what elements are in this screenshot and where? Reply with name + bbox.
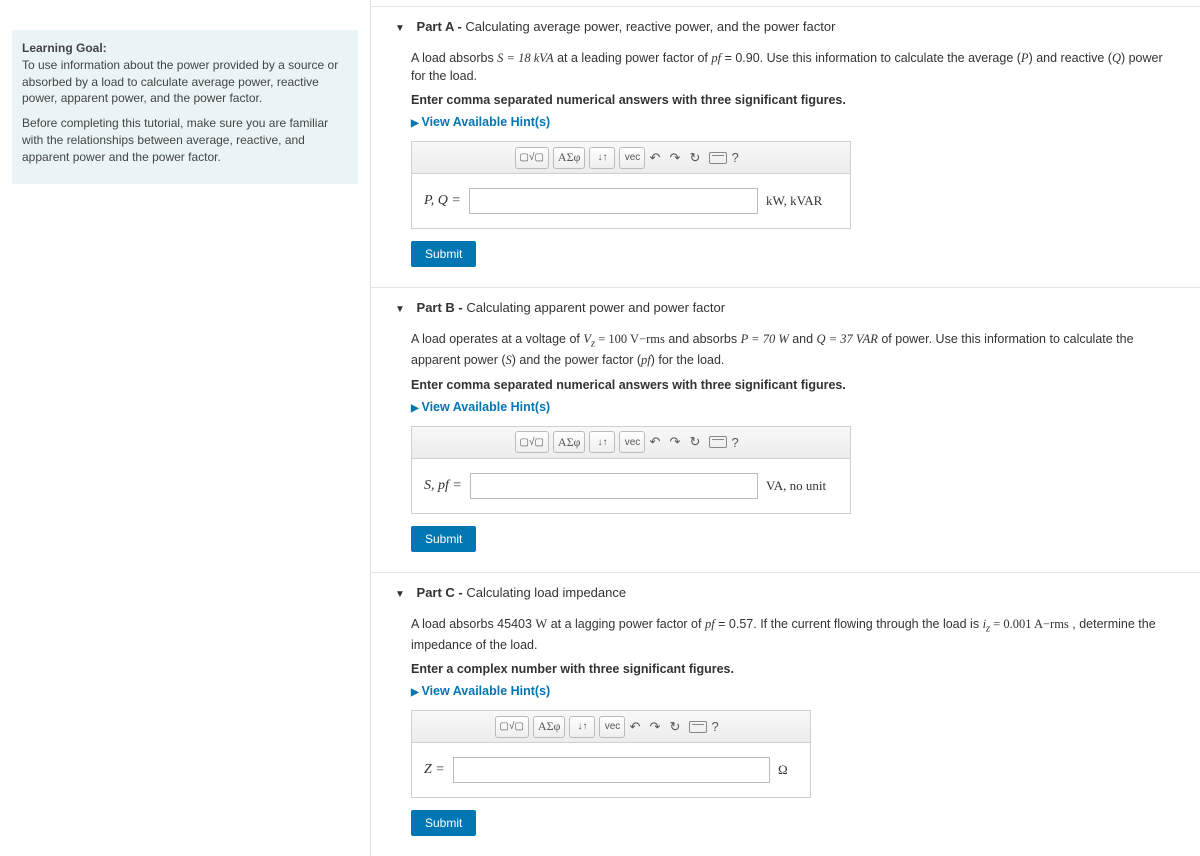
goal-text-1: To use information about the power provi… — [22, 58, 338, 106]
keyboard-icon[interactable] — [709, 436, 727, 448]
reset-icon[interactable]: ↻ — [689, 434, 705, 450]
part-a-submit[interactable]: Submit — [411, 241, 476, 267]
arrows-button[interactable]: ↓↑ — [589, 431, 615, 453]
part-b-title-bold: Part B - — [417, 300, 467, 315]
part-a-title-bold: Part A - — [417, 19, 466, 34]
part-a-instr: Enter comma separated numerical answers … — [411, 93, 1180, 107]
undo-icon[interactable]: ↶ — [629, 719, 645, 735]
goal-text-2: Before completing this tutorial, make su… — [22, 115, 348, 165]
part-a-input[interactable] — [469, 188, 758, 214]
part-b-instr: Enter comma separated numerical answers … — [411, 378, 1180, 392]
greek-button[interactable]: ΑΣφ — [553, 431, 586, 453]
left-panel: Learning Goal: To use information about … — [0, 0, 370, 856]
part-c-input[interactable] — [453, 757, 770, 783]
templates-button[interactable]: ▢√▢ — [515, 147, 549, 169]
learning-goal-box: Learning Goal: To use information about … — [12, 30, 358, 184]
reset-icon[interactable]: ↻ — [689, 150, 705, 166]
part-b-title-rest: Calculating apparent power and power fac… — [466, 300, 725, 315]
part-c-title-rest: Calculating load impedance — [466, 585, 626, 600]
templates-button[interactable]: ▢√▢ — [495, 716, 529, 738]
part-c-submit[interactable]: Submit — [411, 810, 476, 836]
part-b-hints[interactable]: View Available Hint(s) — [411, 400, 550, 414]
part-a-hints[interactable]: View Available Hint(s) — [411, 115, 550, 129]
part-c-hints[interactable]: View Available Hint(s) — [411, 684, 550, 698]
redo-icon[interactable]: ↷ — [669, 434, 685, 450]
part-c-title-bold: Part C - — [417, 585, 467, 600]
undo-icon[interactable]: ↶ — [649, 150, 665, 166]
part-c-header[interactable]: Part C - Calculating load impedance — [395, 585, 1180, 600]
part-c-unit: Ω — [778, 762, 798, 778]
templates-button[interactable]: ▢√▢ — [515, 431, 549, 453]
part-a: Part A - Calculating average power, reac… — [371, 6, 1200, 287]
greek-button[interactable]: ΑΣφ — [533, 716, 566, 738]
part-b-label: S, pf = — [424, 478, 462, 494]
help-icon[interactable]: ? — [711, 719, 727, 734]
part-b-submit[interactable]: Submit — [411, 526, 476, 552]
part-c: Part C - Calculating load impedance A lo… — [371, 572, 1200, 856]
part-b-answer-box: ▢√▢ ΑΣφ ↓↑ vec ↶ ↷ ↻ ? S, pf = VA, no un… — [411, 426, 851, 514]
part-a-title-rest: Calculating average power, reactive powe… — [465, 19, 835, 34]
right-panel: Part A - Calculating average power, reac… — [370, 0, 1200, 856]
goal-heading: Learning Goal: — [22, 41, 107, 55]
part-a-toolbar: ▢√▢ ΑΣφ ↓↑ vec ↶ ↷ ↻ ? — [412, 142, 850, 174]
vec-button[interactable]: vec — [619, 431, 645, 453]
part-a-unit: kW, kVAR — [766, 193, 838, 209]
arrows-button[interactable]: ↓↑ — [569, 716, 595, 738]
undo-icon[interactable]: ↶ — [649, 434, 665, 450]
redo-icon[interactable]: ↷ — [669, 150, 685, 166]
arrows-button[interactable]: ↓↑ — [589, 147, 615, 169]
part-c-text: A load absorbs 45403 W at a lagging powe… — [411, 616, 1180, 655]
greek-button[interactable]: ΑΣφ — [553, 147, 586, 169]
vec-button[interactable]: vec — [619, 147, 645, 169]
part-c-toolbar: ▢√▢ ΑΣφ ↓↑ vec ↶ ↷ ↻ ? — [412, 711, 810, 743]
keyboard-icon[interactable] — [689, 721, 707, 733]
part-a-answer-box: ▢√▢ ΑΣφ ↓↑ vec ↶ ↷ ↻ ? P, Q = kW, kVAR — [411, 141, 851, 229]
part-b-text: A load operates at a voltage of Vz = 100… — [411, 331, 1180, 370]
part-a-text: A load absorbs S = 18 kVA at a leading p… — [411, 50, 1180, 85]
part-c-label: Z = — [424, 762, 445, 778]
part-c-instr: Enter a complex number with three signif… — [411, 662, 1180, 676]
vec-button[interactable]: vec — [599, 716, 625, 738]
part-a-label: P, Q = — [424, 193, 461, 209]
part-b: Part B - Calculating apparent power and … — [371, 287, 1200, 572]
part-c-answer-box: ▢√▢ ΑΣφ ↓↑ vec ↶ ↷ ↻ ? Z = Ω — [411, 710, 811, 798]
reset-icon[interactable]: ↻ — [669, 719, 685, 735]
part-b-input[interactable] — [470, 473, 758, 499]
part-b-toolbar: ▢√▢ ΑΣφ ↓↑ vec ↶ ↷ ↻ ? — [412, 427, 850, 459]
help-icon[interactable]: ? — [731, 435, 747, 450]
part-a-header[interactable]: Part A - Calculating average power, reac… — [395, 19, 1180, 34]
redo-icon[interactable]: ↷ — [649, 719, 665, 735]
help-icon[interactable]: ? — [731, 150, 747, 165]
part-b-unit: VA, no unit — [766, 478, 838, 494]
keyboard-icon[interactable] — [709, 152, 727, 164]
part-b-header[interactable]: Part B - Calculating apparent power and … — [395, 300, 1180, 315]
